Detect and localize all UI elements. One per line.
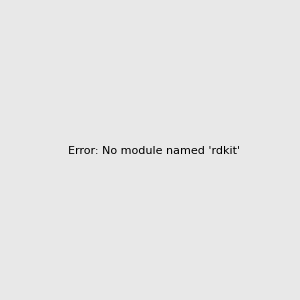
Text: Error: No module named 'rdkit': Error: No module named 'rdkit' xyxy=(68,146,240,157)
